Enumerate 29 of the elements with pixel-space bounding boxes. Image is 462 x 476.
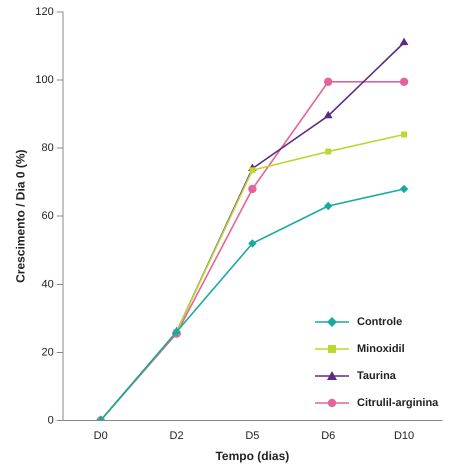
point [400, 38, 408, 46]
y-tick-label: 120 [35, 6, 54, 18]
point [248, 239, 257, 248]
point [324, 202, 332, 210]
x-tick-label: D0 [94, 430, 108, 442]
point [249, 167, 256, 174]
y-tick-label: 60 [42, 210, 54, 222]
legend-label: Controle [357, 316, 402, 328]
point [401, 132, 408, 138]
y-tick-label: 80 [42, 142, 54, 154]
point [400, 184, 408, 194]
y-tick-label: 20 [42, 346, 54, 358]
x-tick-label: D6 [321, 430, 336, 442]
legend-label: Taurina [357, 370, 396, 382]
legend-label: Citrulil-arginina [357, 396, 438, 409]
x-axis-title: Tempo (dias) [215, 449, 290, 464]
x-tick-label: D5 [245, 430, 260, 442]
point [400, 78, 408, 86]
point [324, 110, 333, 118]
x-tick-label: D10 [394, 430, 414, 442]
y-tick-label: 40 [42, 278, 54, 290]
point [325, 148, 332, 155]
point [248, 184, 257, 194]
point [324, 78, 332, 86]
x-tick-label: D2 [169, 430, 184, 442]
y-tick-label: 100 [35, 74, 54, 86]
y-axis-title: Crescimento / Dia 0 (%) [14, 150, 28, 283]
y-tick-label: 0 [48, 414, 54, 426]
legend-label: Minoxidil [357, 342, 405, 355]
